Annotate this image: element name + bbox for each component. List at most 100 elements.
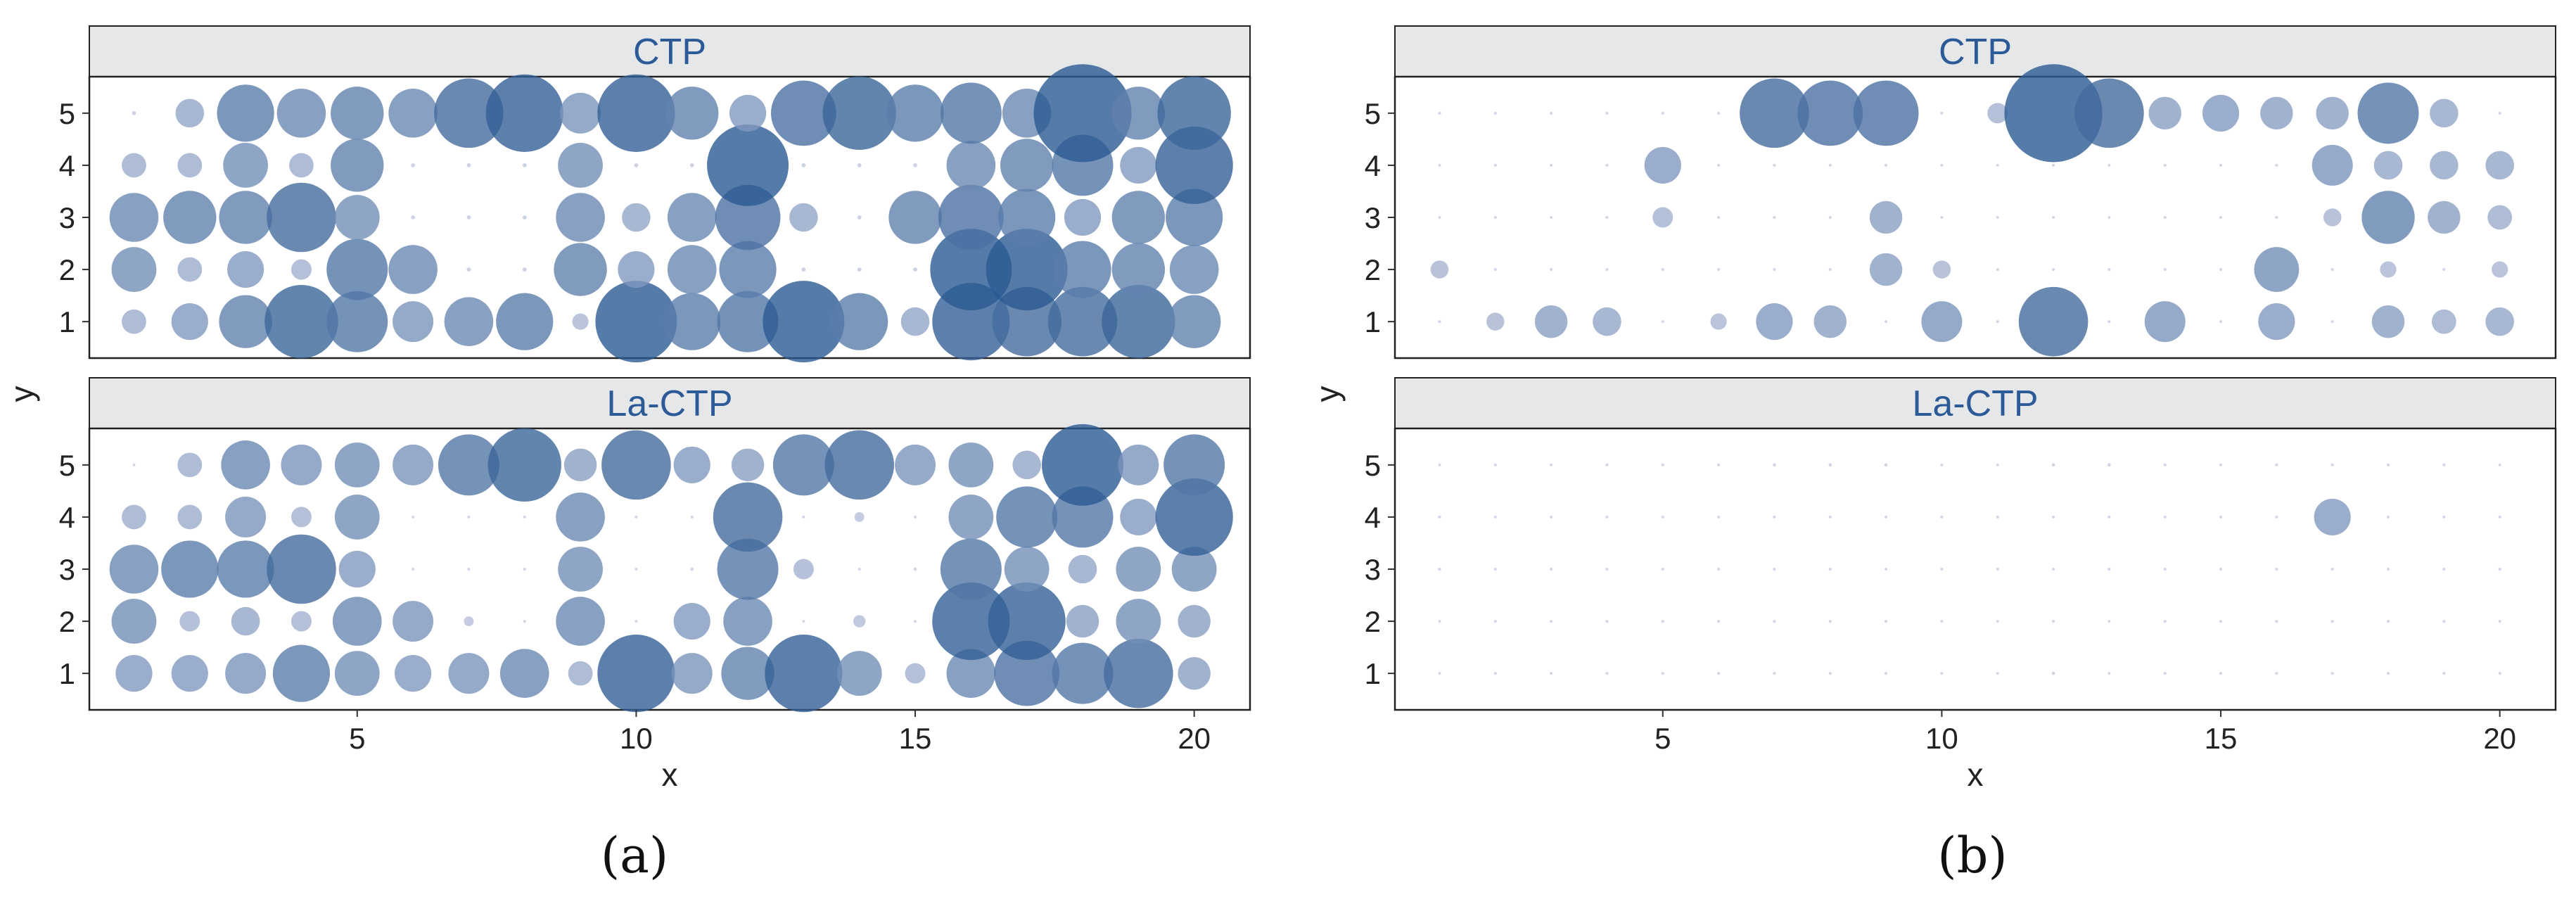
bubble (1661, 111, 1664, 115)
facet-strip (89, 377, 1251, 429)
bubble (601, 430, 671, 500)
bubble (824, 430, 895, 500)
bubble (499, 649, 549, 698)
bubble (1644, 146, 1681, 184)
bubble (913, 567, 917, 571)
bubble (2163, 672, 2167, 675)
bubble (1885, 672, 1888, 675)
bubble (2442, 620, 2446, 623)
bubble (1853, 80, 1919, 146)
bubble (2051, 671, 2055, 675)
bubble (946, 141, 996, 190)
bubble (2052, 268, 2055, 272)
bubble (802, 620, 805, 623)
bubble (1033, 64, 1132, 163)
bubble (291, 611, 312, 632)
bubble (2442, 515, 2446, 519)
bubble (272, 644, 331, 702)
bubble (109, 193, 159, 242)
bubble (1996, 268, 1999, 272)
bubble (264, 284, 338, 359)
bubble (2148, 96, 2181, 130)
bubble (1605, 672, 1609, 675)
bubble (1940, 216, 1944, 219)
bubble (2275, 620, 2278, 623)
bubble (635, 620, 638, 623)
bubble (393, 601, 434, 642)
bubble (2485, 307, 2514, 336)
bubble (1012, 450, 1041, 480)
bubble (770, 80, 836, 146)
bubble (1828, 672, 1832, 675)
bubble (635, 568, 638, 571)
bubble (1661, 320, 1664, 324)
bubble (2487, 205, 2513, 230)
bubble (2275, 463, 2278, 466)
bubble (1605, 515, 1609, 519)
bubble (109, 545, 159, 594)
bubble (2052, 515, 2055, 519)
bubble (1178, 656, 1211, 690)
bubble (2163, 515, 2167, 519)
bubble (2316, 96, 2349, 130)
bubble (466, 215, 471, 220)
y-tick-label: 2 (1365, 605, 1381, 638)
bubble (388, 89, 438, 138)
bubble (1605, 111, 1609, 115)
bubble (2373, 151, 2403, 180)
bubble (558, 547, 603, 592)
bubble (326, 238, 388, 300)
bubble (2387, 620, 2390, 623)
bubble (2314, 498, 2351, 536)
bubble (802, 515, 805, 519)
bubble (1710, 313, 1727, 330)
bubble (2108, 568, 2111, 571)
bubble (467, 568, 471, 571)
bubble (1493, 111, 1497, 115)
bubble (1104, 638, 1173, 708)
bubble (1438, 163, 1441, 167)
bubble (2108, 515, 2111, 519)
bubble (1652, 207, 1673, 228)
facet-title: CTP (1939, 32, 2012, 72)
bubble (857, 267, 862, 272)
bubble (1167, 295, 1221, 348)
bubble (2498, 515, 2501, 519)
bubble (857, 215, 862, 220)
bubble (667, 193, 717, 242)
y-axis-title: y (1309, 386, 1346, 402)
bubble (595, 281, 677, 363)
facet-ctp: CTP 1 2 3 4 5 (1365, 25, 2557, 360)
bubble (1157, 76, 1231, 151)
y-tick-label: 3 (59, 201, 75, 234)
bubble (2052, 216, 2055, 219)
facet-la-ctp: La-CTP 1 2 3 4 5 5 10 15 20 (1365, 377, 2557, 755)
bubble (563, 448, 597, 482)
bubble (1438, 568, 1441, 571)
x-axis-title: x (662, 756, 678, 793)
bubble (1116, 547, 1161, 592)
bubble (1111, 191, 1166, 244)
bubble (522, 215, 527, 220)
bubble (914, 515, 917, 519)
bubble (334, 195, 380, 240)
bubble (634, 163, 639, 167)
bubble (1885, 320, 1888, 324)
bubble (1717, 515, 1721, 519)
bubble (1940, 672, 1944, 675)
bubble (448, 653, 490, 694)
bubble (485, 74, 563, 152)
bubble (1773, 463, 1776, 467)
bubble (1111, 87, 1166, 140)
y-tick-label: 2 (59, 253, 75, 286)
bubble (122, 153, 146, 178)
bubble (2219, 463, 2223, 466)
bubble (434, 78, 504, 148)
bubble (171, 303, 208, 341)
bubble (801, 163, 806, 167)
bubble (1493, 568, 1497, 571)
bubble (1605, 463, 1609, 466)
bubble (554, 243, 607, 296)
bubble (1773, 515, 1776, 519)
